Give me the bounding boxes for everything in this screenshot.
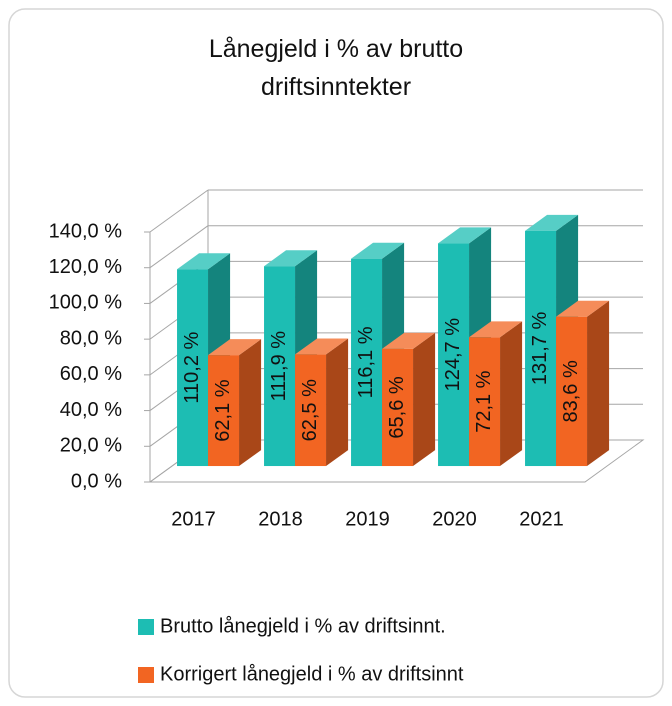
y-tick-label: 60,0 % <box>60 363 122 385</box>
bar-top <box>351 242 405 259</box>
bar <box>177 269 209 467</box>
legend-label: Korrigert lånegjeld i % av driftsinnt <box>160 663 464 685</box>
legend-swatch <box>138 667 154 683</box>
data-label: 116,1 % <box>355 326 377 398</box>
bar-top <box>264 250 318 267</box>
y-tick-label: 140,0 % <box>49 220 123 242</box>
legend-label: Brutto lånegjeld i % av driftsinnt. <box>160 615 446 637</box>
legend-swatch <box>138 619 154 635</box>
y-tick-label: 120,0 % <box>49 256 123 278</box>
y-tick-label: 100,0 % <box>49 292 123 314</box>
x-tick-label: 2017 <box>171 508 216 530</box>
bar <box>264 266 296 467</box>
bar-top <box>295 338 349 355</box>
data-label: 65,6 % <box>386 376 408 438</box>
bar <box>438 243 470 467</box>
y-tick-label: 80,0 % <box>60 327 122 349</box>
x-tick-label: 2019 <box>345 508 390 530</box>
bar-top <box>438 227 492 244</box>
data-label: 111,9 % <box>268 331 290 402</box>
data-label: 110,2 % <box>181 331 203 403</box>
data-label: 83,6 % <box>560 360 582 422</box>
bar-side <box>413 332 436 467</box>
bar-side <box>326 338 349 467</box>
bar-top <box>556 300 610 317</box>
bar-top <box>525 214 579 231</box>
y-tick-label: 40,0 % <box>60 399 122 421</box>
bar <box>469 337 501 467</box>
data-label: 62,1 % <box>212 379 234 441</box>
chart-title: Lånegjeld i % av brutto driftsinntekter <box>208 35 464 101</box>
grid-line <box>149 225 209 269</box>
bar-side <box>500 321 523 467</box>
x-tick-label: 2020 <box>432 508 477 530</box>
bar <box>351 258 383 467</box>
bar <box>208 355 240 467</box>
bar-side <box>239 339 262 467</box>
bar <box>525 230 557 467</box>
bar-side <box>587 300 610 467</box>
x-tick-label: 2021 <box>519 508 564 530</box>
y-tick-label: 20,0 % <box>60 435 122 457</box>
bar <box>556 316 588 467</box>
bar-top <box>177 253 231 270</box>
bar <box>295 354 327 467</box>
grid-line <box>149 189 209 233</box>
data-label: 62,5 % <box>299 379 321 441</box>
data-label: 72,1 % <box>473 370 495 432</box>
bar-top <box>469 321 523 338</box>
y-tick-label: 0,0 % <box>71 470 122 492</box>
bar-top <box>382 332 436 349</box>
bar <box>382 348 414 467</box>
data-label: 131,7 % <box>529 312 551 386</box>
bar-top <box>208 339 262 356</box>
data-label: 124,7 % <box>442 318 464 392</box>
x-tick-label: 2018 <box>258 508 303 530</box>
